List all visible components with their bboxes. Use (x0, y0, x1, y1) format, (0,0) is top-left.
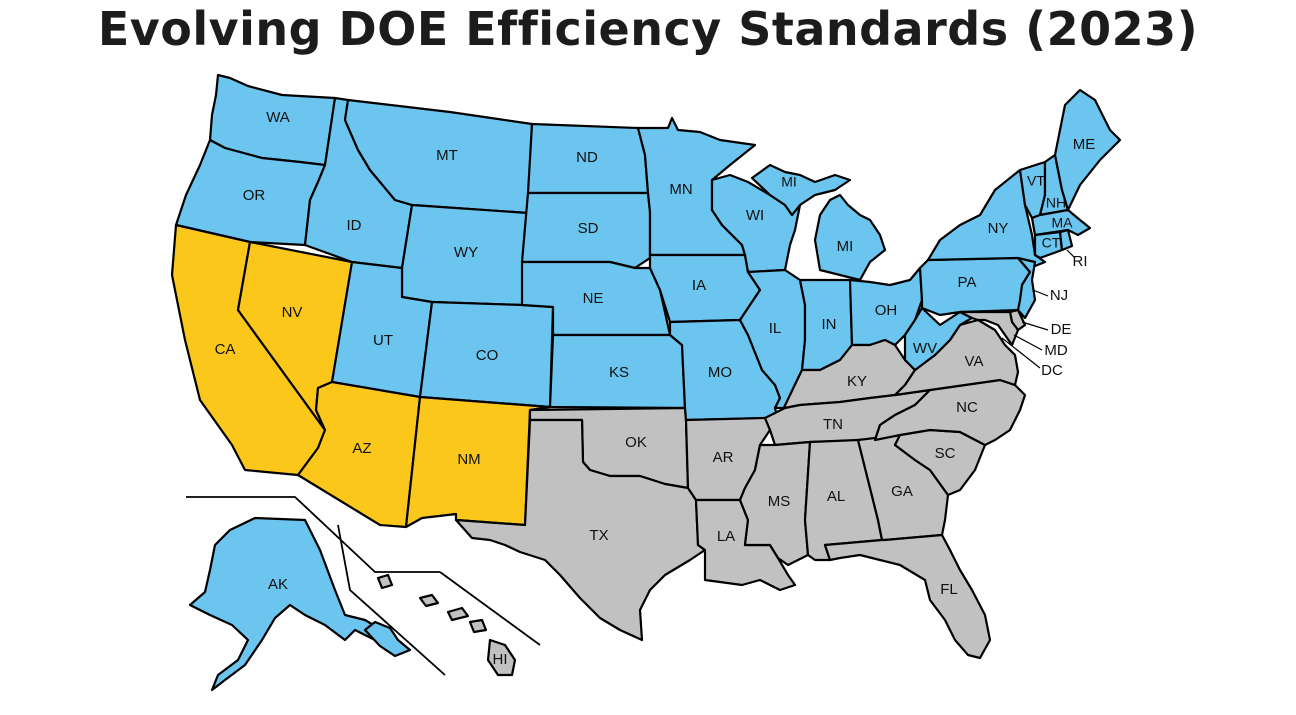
leader-nj (1032, 289, 1049, 297)
state-nc[interactable] (873, 378, 1027, 447)
label-wy: WY (454, 244, 478, 261)
state-mt[interactable] (343, 98, 534, 215)
label-mi-upper: MI (781, 174, 797, 190)
leader-ri (1066, 249, 1076, 259)
label-nv: NV (282, 304, 303, 321)
label-nd: ND (576, 149, 598, 166)
label-tx: TX (589, 527, 608, 544)
state-hi[interactable] (486, 638, 517, 677)
label-ut: UT (373, 332, 393, 349)
label-in: IN (822, 316, 837, 333)
label-hi: HI (493, 651, 508, 668)
label-wi: WI (746, 207, 764, 224)
label-ga: GA (891, 483, 913, 500)
state-hi-island-1 (376, 573, 394, 590)
state-fl[interactable] (823, 533, 992, 660)
label-nj: NJ (1050, 287, 1068, 304)
state-mi[interactable] (813, 193, 887, 282)
hawaii-inset-frame-right (439, 571, 541, 646)
state-ne[interactable] (520, 260, 672, 337)
leader-de (1021, 321, 1049, 331)
label-pa: PA (958, 274, 977, 291)
label-nm: NM (457, 451, 480, 468)
label-tn: TN (823, 416, 843, 433)
leader-md (1013, 334, 1043, 351)
label-dc: DC (1041, 362, 1063, 379)
label-ca: CA (215, 341, 236, 358)
state-ri[interactable] (1058, 228, 1074, 252)
label-oh: OH (875, 302, 898, 319)
label-az: AZ (352, 440, 371, 457)
label-nh: NH (1046, 195, 1066, 211)
label-or: OR (243, 187, 266, 204)
label-ar: AR (713, 449, 734, 466)
state-wv[interactable] (903, 306, 974, 372)
leader-dc (1001, 337, 1041, 369)
label-md: MD (1044, 342, 1067, 359)
label-ny: NY (988, 220, 1009, 237)
label-id: ID (347, 217, 362, 234)
label-sc: SC (935, 445, 956, 462)
label-ri: RI (1073, 253, 1088, 270)
label-fl: FL (940, 581, 958, 598)
label-ks: KS (609, 364, 629, 381)
label-ok: OK (625, 434, 647, 451)
label-ne: NE (583, 290, 604, 307)
label-ky: KY (847, 373, 867, 390)
state-hi-island-2 (418, 593, 440, 608)
state-mi-upper[interactable] (750, 163, 852, 217)
alaska-inset-frame (186, 496, 440, 573)
label-ak: AK (268, 576, 288, 593)
label-il: IL (769, 320, 782, 337)
label-ma: MA (1052, 215, 1074, 231)
state-ct[interactable] (1033, 230, 1064, 260)
label-mt: MT (436, 147, 458, 164)
state-tx[interactable] (454, 418, 707, 642)
label-al: AL (827, 488, 845, 505)
label-de: DE (1051, 321, 1072, 338)
label-ms: MS (768, 493, 791, 510)
state-me[interactable] (1053, 88, 1122, 212)
label-mn: MN (669, 181, 692, 198)
map-title: Evolving DOE Efficiency Standards (2023) (97, 2, 1199, 56)
state-hi-island-4 (468, 618, 488, 634)
state-wi[interactable] (710, 173, 802, 274)
label-vt: VT (1027, 173, 1045, 189)
label-co: CO (476, 347, 499, 364)
label-ia: IA (692, 277, 706, 294)
label-sd: SD (578, 220, 599, 237)
label-ct: CT (1042, 235, 1061, 251)
label-mo: MO (708, 364, 732, 381)
state-ak[interactable] (188, 516, 407, 692)
hawaii-inset-frame-left (337, 524, 446, 676)
label-wa: WA (266, 109, 290, 126)
label-la: LA (717, 528, 735, 545)
state-ak-islands (363, 620, 412, 658)
label-va: VA (965, 353, 984, 370)
label-mi: MI (837, 238, 854, 255)
state-nj[interactable] (1016, 256, 1037, 320)
state-md[interactable] (958, 310, 1020, 347)
label-nc: NC (956, 399, 978, 416)
label-wv: WV (913, 340, 937, 357)
label-me: ME (1073, 136, 1096, 153)
state-hi-island-3 (446, 606, 470, 622)
